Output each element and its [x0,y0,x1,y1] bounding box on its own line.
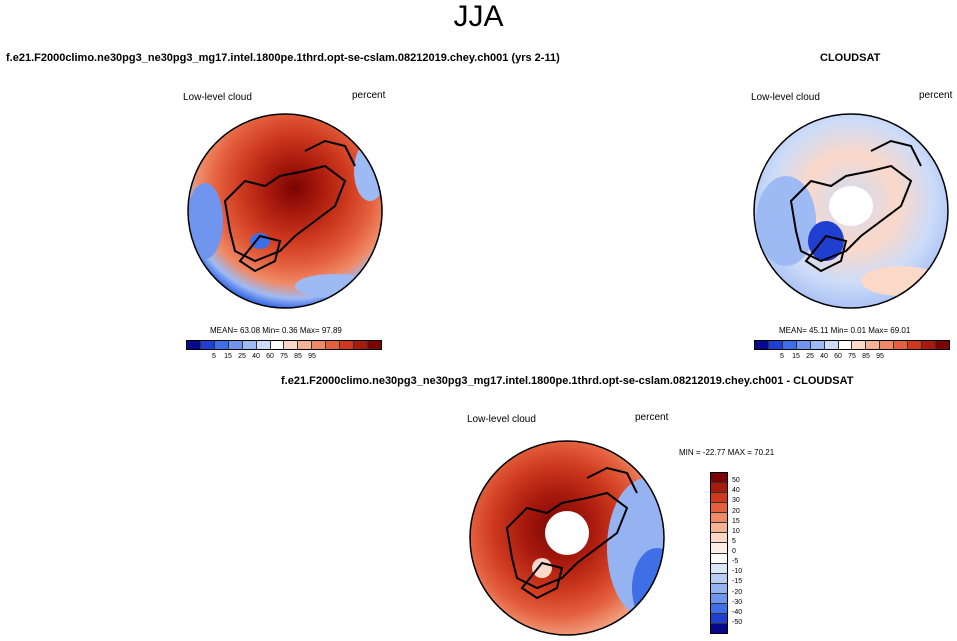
obs-colorbar [754,340,950,350]
colorbar-swatch [824,341,839,349]
colorbar-swatch [711,623,727,633]
colorbar-swatch [187,341,201,349]
colorbar-swatch [711,553,727,564]
colorbar-tick-label: 95 [876,353,884,360]
model-run-title: f.e21.F2000climo.ne30pg3_ne30pg3_mg17.in… [6,52,560,64]
colorbar-swatch [922,341,936,349]
colorbar-tick-label: 30 [732,497,740,505]
colorbar-tick-label: 95 [308,353,316,360]
colorbar-tick-label: 75 [848,353,856,360]
colorbar-tick-label: 85 [294,353,302,360]
colorbar-swatch [228,341,243,349]
colorbar-tick-label: -20 [732,588,743,596]
model-units-label: percent [352,90,386,101]
colorbar-swatch [200,341,215,349]
colorbar-swatch [711,523,727,534]
colorbar-tick-label: 40 [820,353,828,360]
diff-title: f.e21.F2000climo.ne30pg3_ne30pg3_mg17.in… [281,375,854,387]
colorbar-tick-label: 20 [732,507,740,515]
colorbar-tick-label: -50 [732,618,743,626]
colorbar-tick-label: 75 [280,353,288,360]
obs-units-label: percent [919,90,953,101]
colorbar-swatch [711,563,727,574]
colorbar-tick-label: 15 [792,353,800,360]
colorbar-swatch [242,341,257,349]
colorbar-swatch [908,341,923,349]
colorbar-swatch [284,341,299,349]
colorbar-swatch [796,341,811,349]
colorbar-tick-label: 50 [732,477,740,485]
colorbar-tick-label: -40 [732,608,743,616]
colorbar-tick-label: 10 [732,527,740,535]
colorbar-swatch [755,341,769,349]
colorbar-tick-label: -10 [732,568,743,576]
colorbar-swatch [312,341,327,349]
model-colorbar [186,340,382,350]
colorbar-swatch [880,341,895,349]
colorbar-swatch [782,341,797,349]
colorbar-swatch [711,603,727,614]
colorbar-swatch [354,341,368,349]
colorbar-swatch [711,543,727,554]
colorbar-tick-label: 40 [732,487,740,495]
colorbar-swatch [711,583,727,594]
colorbar-tick-label: 60 [266,353,274,360]
colorbar-swatch [711,593,727,604]
colorbar-swatch [711,513,727,524]
colorbar-tick-label: 85 [862,353,870,360]
obs-title: CLOUDSAT [820,52,881,64]
diff-polar-map [469,440,665,636]
obs-polar-map [753,113,949,309]
colorbar-swatch [768,341,783,349]
diff-units-label: percent [635,412,669,423]
diff-variable-label: Low-level cloud [467,414,536,425]
colorbar-swatch [838,341,853,349]
colorbar-swatch [711,503,727,514]
model-variable-label: Low-level cloud [183,92,252,103]
colorbar-swatch [711,533,727,544]
colorbar-swatch [326,341,341,349]
colorbar-swatch [935,341,949,349]
colorbar-swatch [270,341,285,349]
model-polar-map [187,113,383,309]
colorbar-tick-label: 15 [224,353,232,360]
colorbar-tick-label: 5 [780,353,784,360]
colorbar-swatch [298,341,313,349]
colorbar-tick-label: 25 [238,353,246,360]
obs-variable-label: Low-level cloud [751,92,820,103]
colorbar-swatch [367,341,381,349]
colorbar-swatch [894,341,909,349]
colorbar-tick-label: 0 [732,548,736,555]
colorbar-swatch [711,613,727,624]
colorbar-swatch [711,473,727,484]
colorbar-swatch [340,341,355,349]
colorbar-swatch [711,483,727,494]
colorbar-swatch [214,341,229,349]
colorbar-swatch [256,341,271,349]
diff-stats: MIN = -22.77 MAX = 70.21 [679,448,775,457]
colorbar-tick-label: 40 [252,353,260,360]
colorbar-tick-label: 15 [732,517,740,525]
colorbar-tick-label: -5 [732,558,739,566]
colorbar-tick-label: 60 [834,353,842,360]
colorbar-swatch [852,341,867,349]
colorbar-tick-label: 5 [212,353,216,360]
obs-stats: MEAN= 45.11 Min= 0.01 Max= 69.01 [779,326,911,335]
colorbar-tick-label: -15 [732,578,743,586]
colorbar-tick-label: 5 [732,537,736,545]
colorbar-swatch [810,341,825,349]
colorbar-tick-label: 25 [806,353,814,360]
diff-colorbar [710,472,728,634]
colorbar-swatch [866,341,881,349]
colorbar-swatch [711,573,727,584]
colorbar-swatch [711,493,727,504]
model-stats: MEAN= 63.08 Min= 0.36 Max= 97.89 [210,326,342,335]
colorbar-tick-label: -30 [732,598,743,606]
season-title: JJA [453,0,504,33]
diff-colorbar-ticks: 50 40 30 20 15 10 5 0 -5 -10 -15 -20 -30 -40 -50 [732,472,762,634]
